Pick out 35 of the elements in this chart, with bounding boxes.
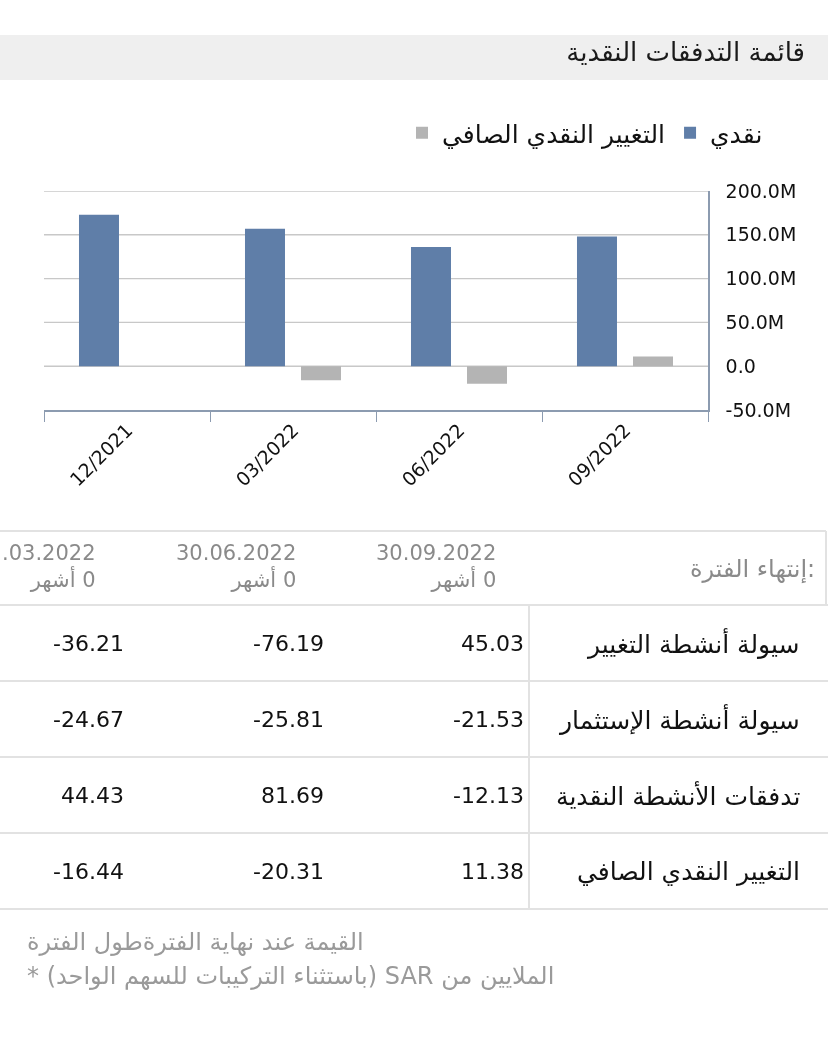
- y-tick-label: -50.0M: [725, 398, 792, 421]
- bar: [633, 356, 674, 367]
- data-label: -76.19: [253, 631, 324, 656]
- y-tick-label: 150.0M: [725, 223, 797, 246]
- data-label: -21.53: [453, 707, 524, 732]
- data-label: 11.38: [461, 859, 524, 884]
- legend-label: التغيير النقدي الصافي: [442, 119, 666, 149]
- text: التغيير النقدي الصافي: [577, 857, 801, 886]
- bar: [467, 366, 508, 384]
- text: سيولة أنشطة التغيير: [586, 627, 800, 659]
- text: الملايين من SAR (باستثناء التركيبات للسهم الواحد) *: [27, 962, 555, 990]
- data-label: 44.43: [61, 783, 124, 808]
- data-label: -12.13: [453, 783, 524, 808]
- chart-title: قائمة التدفقات النقدية: [566, 37, 805, 68]
- data-label: -24.67: [53, 707, 124, 732]
- data-label: 45.03: [461, 631, 524, 656]
- data-label: -36.21: [53, 631, 124, 656]
- y-tick-label: 100.0M: [725, 267, 797, 290]
- text: القيمة عند نهاية الفترةطول الفترة: [27, 928, 364, 956]
- bar: [301, 366, 342, 381]
- y-tick-label: 50.0M: [725, 311, 785, 334]
- text: سيولة أنشطة الإستثمار: [558, 703, 800, 735]
- legend-label: نقدي: [710, 119, 763, 149]
- y-tick-label: 200.0M: [725, 179, 797, 202]
- data-label: -25.81: [253, 707, 324, 732]
- data-label: -16.44: [53, 859, 124, 884]
- text: تدفقات الأنشطة النقدية: [556, 780, 801, 811]
- data-label: 81.69: [261, 783, 324, 808]
- bar: [410, 247, 451, 367]
- y-tick-label: 0.0: [725, 354, 756, 377]
- bar: [576, 236, 617, 367]
- text: إنتهاء الفترة:: [690, 555, 816, 584]
- bar: [244, 228, 285, 367]
- bar: [78, 214, 119, 367]
- data-label: -20.31: [253, 859, 324, 884]
